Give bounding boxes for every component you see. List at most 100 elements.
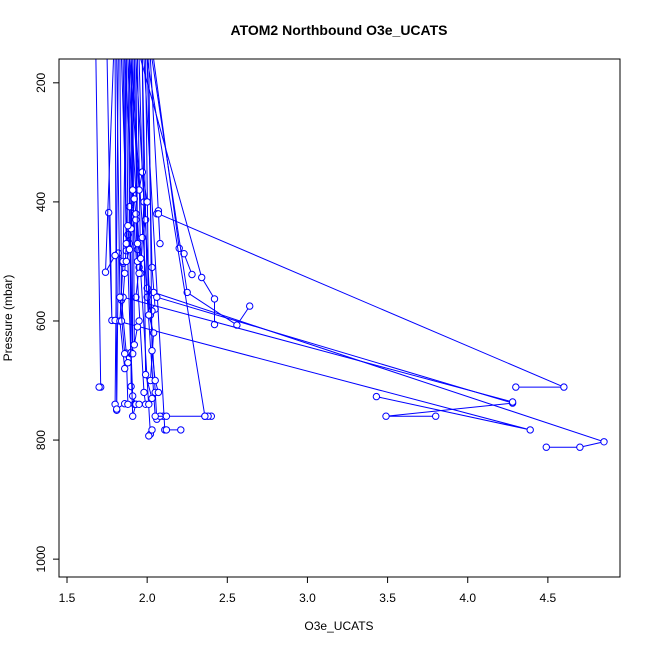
data-point <box>122 257 131 266</box>
data-point <box>132 216 140 224</box>
data-point <box>148 347 156 355</box>
profile-series <box>143 59 185 434</box>
profile-series <box>148 59 163 397</box>
series-line <box>116 59 129 363</box>
series-line <box>145 59 155 381</box>
data-point <box>121 350 129 358</box>
data-point <box>129 412 137 420</box>
data-point <box>132 210 140 218</box>
profile-series <box>140 59 219 329</box>
data-point <box>600 438 608 446</box>
data-point <box>154 388 163 397</box>
profile-series <box>154 210 568 391</box>
data-point <box>130 341 139 349</box>
data-point <box>210 295 219 303</box>
x-tick-label: 2.0 <box>139 591 156 605</box>
data-point <box>135 317 143 325</box>
data-point <box>526 426 534 434</box>
data-point <box>188 270 196 279</box>
series-line <box>153 291 606 448</box>
data-point <box>111 251 119 260</box>
data-point <box>129 186 137 194</box>
x-tick-label: 4.5 <box>540 591 557 605</box>
data-point <box>127 382 135 391</box>
x-tick-label: 3.5 <box>379 591 396 605</box>
series-line <box>122 296 513 403</box>
data-point <box>148 263 156 272</box>
profile-series <box>149 288 608 451</box>
data-point <box>576 443 584 451</box>
series-line <box>156 296 513 417</box>
data-point <box>177 426 185 434</box>
profile-series <box>116 59 132 367</box>
data-point <box>148 394 156 403</box>
plot-area <box>95 59 608 451</box>
data-point <box>508 398 517 406</box>
y-tick-label: 600 <box>34 311 48 331</box>
series-line <box>140 59 215 325</box>
y-tick-label: 1000 <box>34 545 48 572</box>
data-point <box>162 412 171 420</box>
data-point <box>116 293 124 301</box>
series-line <box>125 59 131 262</box>
data-point <box>198 273 206 282</box>
data-point <box>512 383 520 391</box>
data-point <box>121 269 129 277</box>
data-point <box>140 388 148 397</box>
series-line <box>119 59 129 405</box>
data-point <box>138 168 147 176</box>
series-line <box>135 59 142 274</box>
data-point <box>180 250 188 258</box>
data-point <box>542 443 550 451</box>
data-point <box>129 392 137 400</box>
y-tick-label: 800 <box>34 430 48 450</box>
series-line <box>151 59 251 326</box>
x-tick-label: 2.5 <box>219 591 236 605</box>
data-point <box>201 412 209 420</box>
x-axis-label: O3e_UCATS <box>304 619 373 633</box>
profile-series <box>101 59 119 276</box>
profile-series <box>129 59 140 218</box>
data-point <box>156 239 164 248</box>
data-point <box>432 412 440 420</box>
data-point <box>137 254 145 263</box>
data-point <box>105 208 113 217</box>
data-point <box>124 400 132 408</box>
data-point <box>135 400 143 408</box>
data-point <box>145 432 153 440</box>
y-tick-label: 400 <box>34 192 48 212</box>
series-line <box>129 59 148 202</box>
data-point <box>95 383 103 391</box>
data-point <box>153 293 161 301</box>
data-point <box>145 400 153 408</box>
data-point <box>145 311 153 319</box>
data-point <box>113 405 121 413</box>
series-line <box>148 59 159 393</box>
profile-series <box>124 59 153 408</box>
chart-title: ATOM2 Northbound O3e_UCATS <box>231 22 448 38</box>
data-point <box>141 370 150 379</box>
data-point <box>121 364 129 373</box>
data-point <box>124 222 132 230</box>
data-point <box>101 268 110 276</box>
data-point <box>151 412 159 420</box>
data-point <box>154 210 163 218</box>
x-tick-label: 4.0 <box>459 591 476 605</box>
data-point <box>130 195 139 203</box>
x-tick-label: 1.5 <box>59 591 76 605</box>
data-point <box>133 239 142 248</box>
x-axis: 1.5 2.0 2.5 3.0 3.5 4.0 4.5 <box>59 576 557 605</box>
y-axis-label: Pressure (mbar) <box>1 275 15 362</box>
data-point <box>143 198 151 206</box>
series-line <box>114 59 124 411</box>
data-point <box>372 392 381 401</box>
y-axis: 200 400 600 800 1000 <box>34 72 60 572</box>
data-point <box>151 376 159 385</box>
data-point <box>162 426 171 434</box>
data-point <box>135 269 143 277</box>
data-point <box>560 383 568 391</box>
profile-series <box>95 59 105 391</box>
data-point <box>246 302 254 310</box>
y-tick-label: 200 <box>34 72 48 92</box>
